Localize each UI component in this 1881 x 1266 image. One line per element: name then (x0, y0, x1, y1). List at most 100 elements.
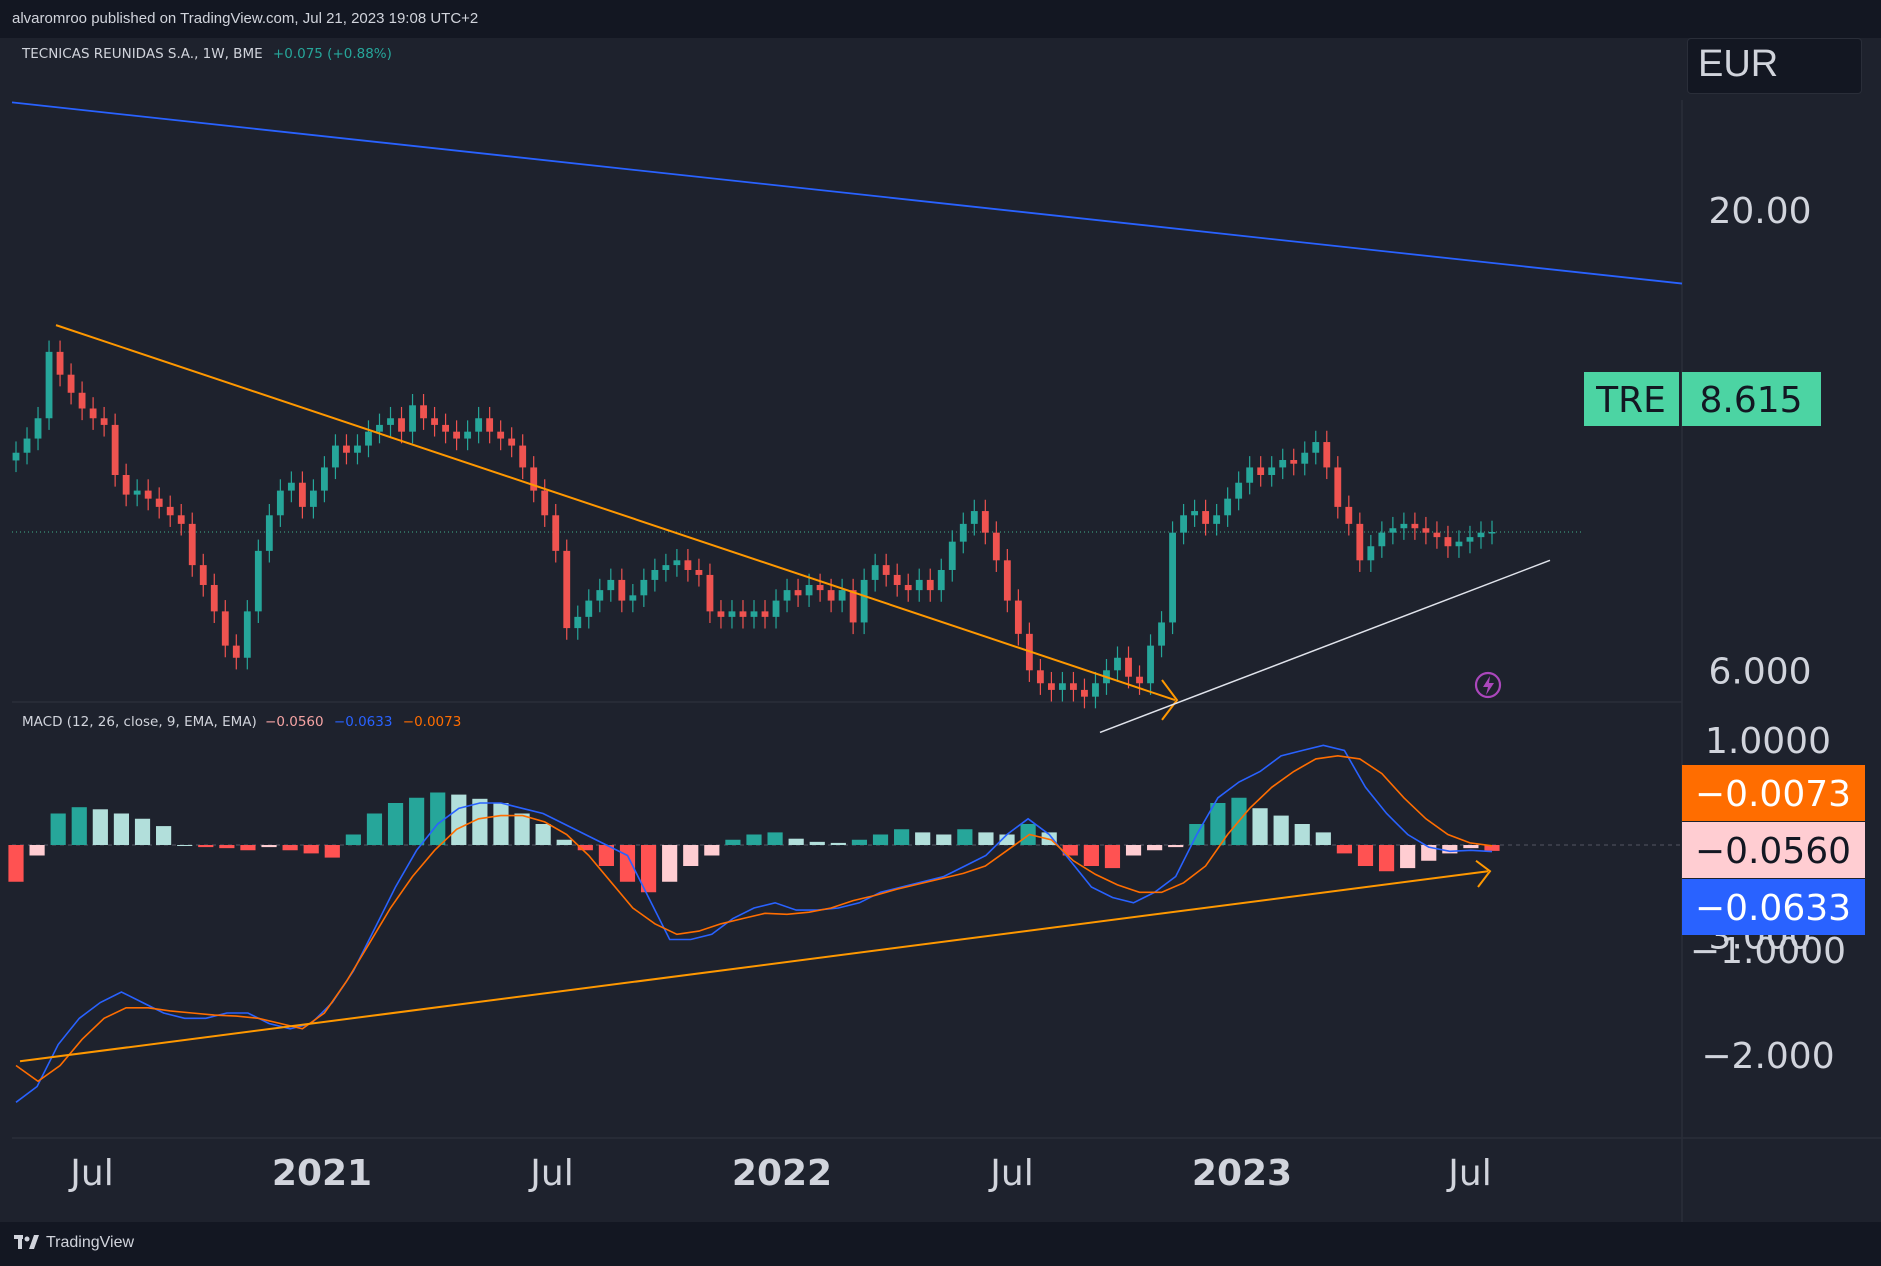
macd-histogram-bar (978, 832, 994, 845)
lightning-icon[interactable] (1474, 671, 1502, 699)
candle-body (1257, 467, 1265, 475)
candle-body (926, 579, 934, 591)
macd-histogram-bar (1336, 845, 1352, 854)
candle-body (992, 532, 1000, 561)
macd-line[interactable] (15, 744, 1493, 1103)
symbol-info: TECNICAS REUNIDAS S.A., 1W, BME (22, 46, 263, 62)
time-tick-label: 2022 (732, 1153, 832, 1194)
signal-line[interactable] (15, 754, 1493, 1083)
candle-body (508, 438, 516, 446)
long-term-resistance-line[interactable] (11, 101, 1683, 285)
candle-body (78, 392, 86, 409)
candle-body (871, 565, 879, 580)
candle-body (1136, 676, 1143, 684)
candle-body (144, 490, 152, 499)
time-tick-label: 2023 (1192, 1153, 1292, 1194)
candle-body (343, 445, 350, 453)
candle-body (772, 600, 780, 617)
macd-histogram-bar (387, 803, 404, 845)
macd-histogram-bar (29, 845, 45, 856)
candle-body (1345, 506, 1353, 524)
candle-body (541, 490, 549, 516)
candle-body (1213, 515, 1221, 524)
candle-body (265, 515, 273, 551)
downtrend-line[interactable] (55, 324, 1176, 702)
candle-body (1455, 541, 1463, 547)
candle-body (728, 611, 736, 617)
candle-body (155, 498, 163, 507)
publish-info: alvaromroo published on TradingView.com,… (12, 10, 479, 27)
candle-body (662, 565, 670, 570)
tradingview-brand[interactable]: TradingView (14, 1234, 134, 1252)
macd-pane[interactable] (12, 702, 1682, 1138)
candle-body (1312, 442, 1320, 453)
candle-body (387, 418, 394, 425)
macd-histogram-bar (788, 838, 804, 845)
candle-body (45, 351, 53, 419)
candle-body (827, 590, 835, 601)
candle-body (552, 515, 560, 551)
currency-selector[interactable]: EUR (1687, 38, 1862, 94)
candle-body (1081, 689, 1088, 697)
candle-body (937, 569, 945, 591)
candle-body (1477, 532, 1485, 538)
candle-body (420, 405, 427, 419)
macd-histogram-bar (936, 834, 952, 845)
time-tick-label: Jul (528, 1153, 573, 1194)
candle-body (1400, 523, 1408, 529)
uptrend-support-line[interactable] (1099, 559, 1551, 734)
candle-body (89, 408, 97, 419)
candle-body (12, 452, 20, 461)
macd-tick-label: −2.000 (1701, 1036, 1834, 1077)
price-badge-bg (1682, 372, 1821, 426)
candle-body (321, 467, 328, 491)
candle-body (1290, 460, 1298, 464)
tradingview-logo-icon (14, 1235, 39, 1249)
macd-histogram-bar (1357, 845, 1374, 866)
macd-histogram-bar (999, 834, 1015, 845)
candle-body (398, 418, 405, 432)
macd-histogram-bar (493, 803, 509, 845)
macd-histogram-bar (535, 824, 551, 845)
candle-body (1367, 546, 1375, 561)
main-legend[interactable]: TECNICAS REUNIDAS S.A., 1W, BME +0.075 (… (22, 46, 392, 62)
candle-body (34, 418, 42, 439)
macd-histogram-bar (8, 845, 24, 882)
macd-histogram-bar (1421, 845, 1437, 861)
macd-histogram-bar (577, 845, 593, 851)
currency-label: EUR (1698, 43, 1779, 85)
candle-body (1047, 683, 1055, 690)
macd-histogram-bar (303, 845, 319, 854)
macd-histogram-bar (1125, 845, 1142, 856)
candle-body (1323, 442, 1331, 468)
macd-histogram-bar (345, 834, 361, 845)
macd-histogram-bar (683, 845, 699, 866)
candle-body (959, 523, 967, 542)
macd-histogram-bar (809, 841, 825, 845)
price-tick-label: 6.000 (1708, 651, 1811, 692)
candle-body (1125, 657, 1132, 677)
candle-body (1422, 528, 1430, 533)
candle-body (464, 431, 472, 439)
macd-histogram-bar (1147, 845, 1163, 851)
candle-body (1356, 523, 1364, 561)
macd-histogram-bar (324, 845, 340, 858)
candle-body (431, 418, 438, 425)
candle-body (981, 511, 989, 533)
candle-body (1268, 467, 1276, 475)
macd-histogram-bar (134, 818, 151, 845)
macd-histogram-bar (915, 832, 931, 845)
candle-body (948, 541, 956, 570)
macd-divergence-line[interactable] (19, 870, 1489, 1063)
macd-histogram-bar (92, 809, 108, 845)
macd-histogram-bar (177, 845, 193, 846)
macd-legend[interactable]: MACD (12, 26, close, 9, EMA, EMA) −0.056… (22, 714, 461, 730)
price-pane[interactable] (12, 38, 1682, 702)
candle-body (298, 482, 306, 507)
candle-body (67, 374, 75, 393)
macd-histogram-bar (894, 829, 910, 845)
candle-body (739, 611, 747, 617)
candle-body (210, 584, 218, 612)
price-change: +0.075 (+0.88%) (272, 46, 392, 62)
